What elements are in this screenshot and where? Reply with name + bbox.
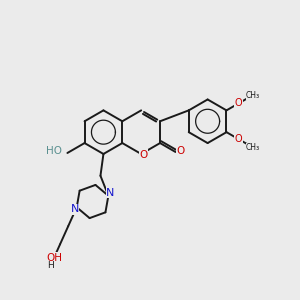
Text: N: N [106,188,115,198]
Text: HO: HO [46,146,62,156]
Text: O: O [235,134,242,144]
Text: OH: OH [46,253,62,263]
Text: CH₃: CH₃ [246,91,260,100]
Text: N: N [70,204,79,214]
Text: H: H [47,261,54,270]
Text: O: O [139,150,147,160]
Text: O: O [176,146,184,156]
Text: O: O [235,98,242,108]
Text: CH₃: CH₃ [246,143,260,152]
